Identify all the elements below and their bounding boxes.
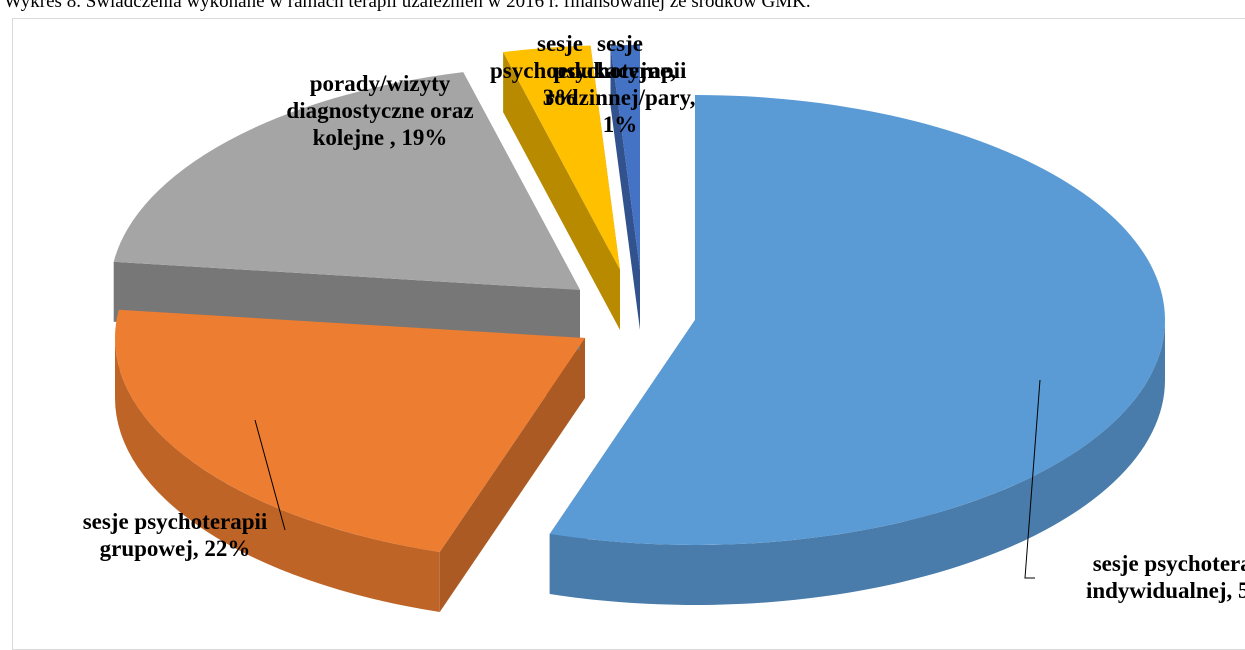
label-value: 1% bbox=[602, 112, 638, 137]
data-label: sesje psychoedukacyjne, 3% bbox=[490, 30, 676, 111]
data-label: sesje psychoterapii grupowej, 22% bbox=[70, 508, 280, 562]
slice-cut-face bbox=[610, 45, 640, 331]
label-value: 19% bbox=[401, 125, 448, 150]
label-category: sesje psychoterapii indywidualnej, bbox=[1085, 551, 1245, 603]
label-category: porady/wizyty diagnostyczne oraz kolejne… bbox=[286, 71, 474, 150]
data-label: sesje psychoterapii rodzinnej/pary, 1% bbox=[535, 30, 705, 138]
chart-title: Wykres 8. Świadczenia wykonane w ramach … bbox=[4, 0, 811, 12]
leader-line bbox=[254, 419, 286, 531]
slice-cut-face bbox=[503, 52, 620, 331]
slice bbox=[610, 45, 640, 270]
label-category: sesje psychoterapii grupowej, bbox=[82, 509, 268, 561]
tops bbox=[113, 45, 1165, 552]
data-label: porady/wizyty diagnostyczne oraz kolejne… bbox=[275, 70, 485, 151]
label-value: 3% bbox=[542, 85, 578, 110]
label-category: sesje psychoterapii rodzinnej/pary, bbox=[544, 31, 696, 110]
label-category: sesje psychoedukacyjne, bbox=[490, 31, 676, 83]
leader-line bbox=[1024, 379, 1041, 579]
label-value: 22% bbox=[204, 536, 251, 561]
slice bbox=[113, 72, 581, 290]
slice bbox=[503, 45, 620, 270]
slice bbox=[114, 309, 586, 552]
slice-side bbox=[115, 338, 440, 612]
label-value: 55% bbox=[1238, 578, 1245, 603]
slice-side bbox=[549, 320, 1165, 606]
data-label: sesje psychoterapii indywidualnej, 55% bbox=[1035, 550, 1245, 604]
slice bbox=[549, 95, 1165, 545]
slice-cut-face bbox=[439, 338, 585, 612]
